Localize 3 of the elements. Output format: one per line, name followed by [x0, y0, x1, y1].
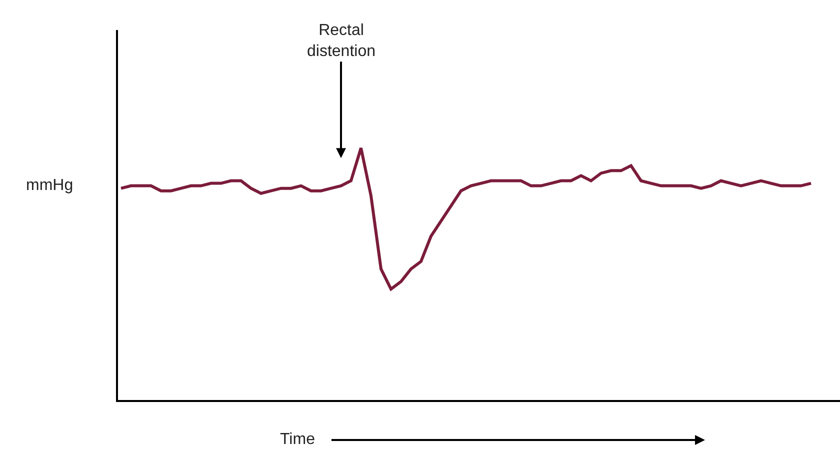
text: Rectal distention [307, 22, 376, 60]
y-axis-title: mmHg [26, 177, 74, 194]
x-axis-title: Time [280, 431, 316, 448]
